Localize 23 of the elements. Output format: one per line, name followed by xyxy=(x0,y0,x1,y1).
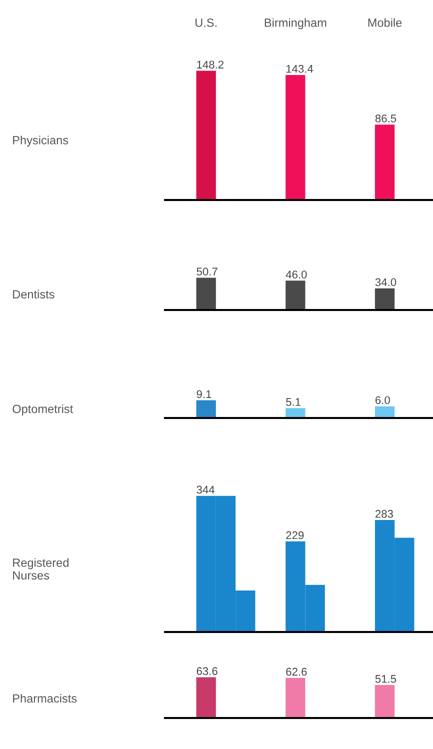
data-label: 46.0 xyxy=(286,270,307,278)
y-axis-title: Optometrist xyxy=(12,404,74,416)
y-axis-title: Registered Nurses xyxy=(13,558,68,580)
data-label: 63.6 xyxy=(196,667,218,676)
data-label: 9.1 xyxy=(196,390,212,398)
y-axis-title: Pharmacists xyxy=(13,694,77,703)
data-label: 143.4 xyxy=(286,64,314,73)
data-label: 148.2 xyxy=(197,60,224,69)
data-label: 6.0 xyxy=(376,396,390,404)
x-tick-label: Mobile xyxy=(368,18,402,27)
data-label: 344 xyxy=(196,486,214,494)
data-label: 5.1 xyxy=(286,398,301,406)
data-label: 62.6 xyxy=(286,668,307,676)
x-tick-label: U.S. xyxy=(196,18,216,27)
data-label: 50.7 xyxy=(196,268,218,276)
y-axis-title: Dentists xyxy=(13,290,54,298)
data-label: 51.5 xyxy=(375,675,396,683)
data-label: 34.0 xyxy=(375,278,396,286)
data-label: 283 xyxy=(375,510,393,518)
x-tick-label: Birmingham xyxy=(264,18,326,30)
data-label: 229 xyxy=(286,531,304,540)
y-axis-title: Physicians xyxy=(13,136,68,147)
data-label: 86.5 xyxy=(375,114,396,122)
